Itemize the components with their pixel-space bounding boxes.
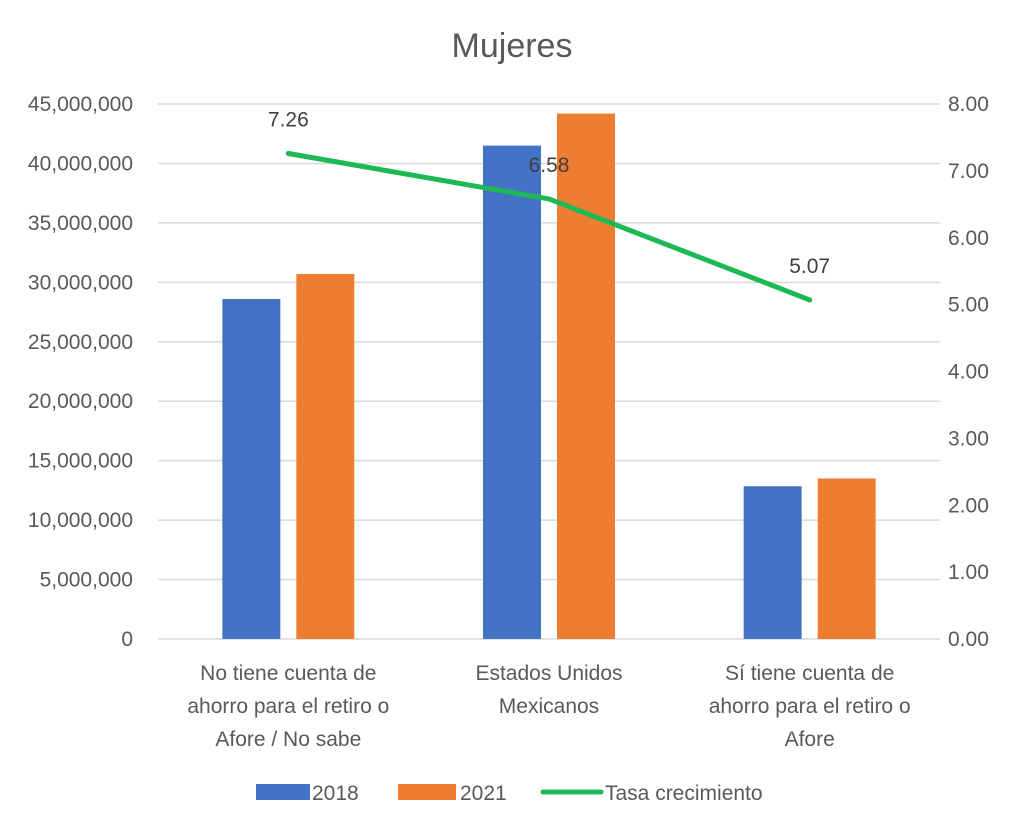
growth-point xyxy=(546,196,552,202)
left-tick-label: 10,000,000 xyxy=(28,509,133,532)
left-tick-label: 30,000,000 xyxy=(28,271,133,294)
left-tick-label: 35,000,000 xyxy=(28,212,133,235)
legend-swatch-2021 xyxy=(398,784,456,800)
category-label: Estados Unidos Mexicanos xyxy=(475,662,622,718)
growth-point xyxy=(285,150,291,156)
left-tick-label: 0 xyxy=(121,628,133,651)
category-label-line: Mexicanos xyxy=(499,695,599,718)
right-tick-label: 6.00 xyxy=(948,227,989,250)
category-label-line: ahorro para el retiro o xyxy=(709,695,911,718)
left-tick-label: 25,000,000 xyxy=(28,331,133,354)
category-label: No tiene cuenta de ahorro para el retiro … xyxy=(187,662,389,751)
data-label: 6.58 xyxy=(529,154,570,177)
bar-2018-2 xyxy=(743,486,802,639)
growth-point xyxy=(807,297,813,303)
bar-2018-1 xyxy=(483,145,541,639)
right-tick-label: 0.00 xyxy=(948,628,989,651)
category-label-line: ahorro para el retiro o xyxy=(187,695,389,718)
growth-line: 7.26 6.58 5.07 xyxy=(268,108,830,303)
right-tick-label: 3.00 xyxy=(948,427,989,450)
category-label-line: Afore xyxy=(785,728,835,751)
legend-swatch-2018 xyxy=(256,784,310,800)
right-tick-label: 8.00 xyxy=(948,93,989,116)
category-label: Sí tiene cuenta de ahorro para el retiro … xyxy=(709,662,911,751)
category-label-line: Afore / No sabe xyxy=(215,728,361,751)
bar-2021-0 xyxy=(296,274,355,639)
category-labels: No tiene cuenta de ahorro para el retiro … xyxy=(187,662,910,751)
left-tick-label: 20,000,000 xyxy=(28,390,133,413)
left-tick-label: 5,000,000 xyxy=(40,569,133,592)
legend-label: 2021 xyxy=(460,782,507,805)
category-label-line: No tiene cuenta de xyxy=(200,662,376,685)
category-label-line: Sí tiene cuenta de xyxy=(725,662,894,685)
bar-2018-0 xyxy=(222,298,281,639)
right-tick-label: 5.00 xyxy=(948,294,989,317)
bar-2021-2 xyxy=(817,478,876,639)
bar-2021-1 xyxy=(557,113,615,639)
right-tick-label: 2.00 xyxy=(948,494,989,517)
left-tick-label: 15,000,000 xyxy=(28,450,133,473)
bars xyxy=(222,113,876,639)
data-label: 7.26 xyxy=(268,108,309,131)
chart-title: Mujeres xyxy=(452,27,573,65)
category-label-line: Estados Unidos xyxy=(475,662,622,685)
right-tick-label: 4.00 xyxy=(948,361,989,384)
legend-label: Tasa crecimiento xyxy=(605,782,763,805)
left-y-axis: 0 5,000,000 10,000,000 15,000,000 20,000,000… xyxy=(28,93,133,651)
legend-label: 2018 xyxy=(312,782,359,805)
right-tick-label: 7.00 xyxy=(948,160,989,183)
left-tick-label: 45,000,000 xyxy=(28,93,133,116)
legend: 2018 2021 Tasa crecimiento xyxy=(256,782,763,805)
right-y-axis: 0.00 1.00 2.00 3.00 4.00 5.00 6.00 7.00 8.00 xyxy=(948,93,989,651)
gridlines xyxy=(158,103,940,640)
data-label: 5.07 xyxy=(789,255,830,278)
left-tick-label: 40,000,000 xyxy=(28,152,133,175)
right-tick-label: 1.00 xyxy=(948,561,989,584)
